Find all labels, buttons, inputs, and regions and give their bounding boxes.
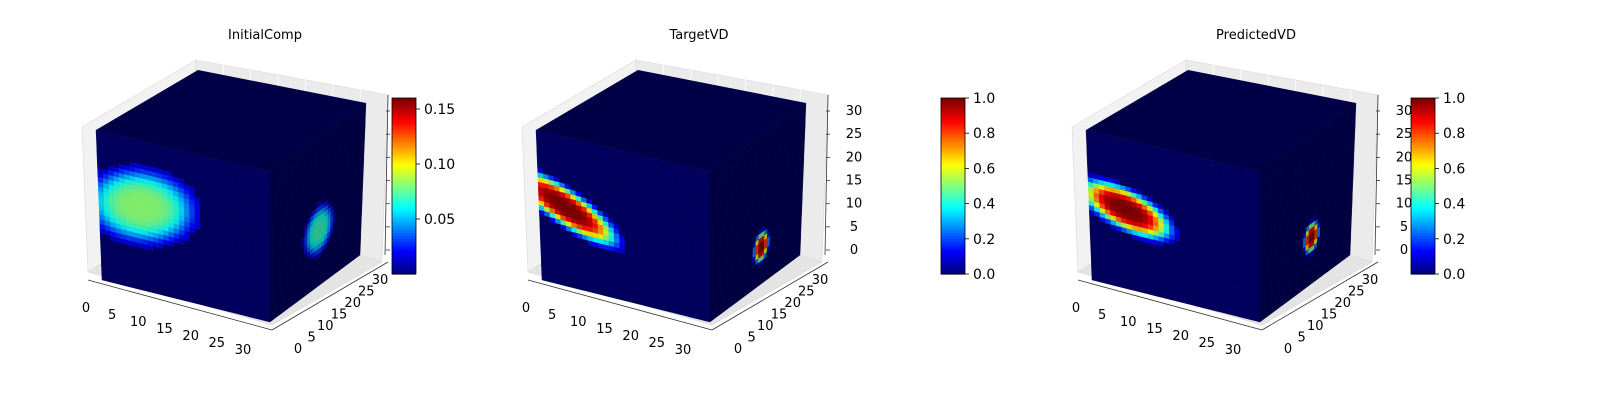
y-tick-label: 5 [748,331,756,346]
colorbar-tick-label: 0.0 [1443,267,1465,283]
y-tick-label: 20 [784,296,801,311]
x-tick-label: 25 [649,336,666,351]
z-tick-label: 5 [1400,220,1408,235]
x-tick-label: 30 [235,343,252,358]
y-tick-label: 25 [358,285,375,300]
y-tick-label: 15 [771,308,788,323]
colorbar-tick-label: 0.6 [973,161,995,177]
cube-front-face [535,129,711,323]
z-tick-label: 20 [1396,150,1413,165]
cube-right-face [1259,102,1357,323]
z-tick-label: 25 [846,127,863,142]
y-tick-label: 0 [734,342,742,357]
y-tick-label: 5 [1298,331,1306,346]
y-tick-label: 20 [344,296,361,311]
z-tick-label: 30 [846,104,863,119]
colorbar-tick-label: 1.0 [973,91,995,107]
x-tick-label: 0 [522,301,530,316]
y-tick-label: 25 [1348,285,1365,300]
cube-top-face [96,70,366,172]
subplot-title: PredictedVD [1216,28,1296,43]
y-tick-label: 10 [1307,319,1324,334]
z-tick-label: 10 [846,197,863,212]
x-tick-label: 10 [570,315,587,330]
z-tick-label: 0 [1400,243,1408,258]
y-tick-label: 30 [812,273,829,288]
y-tick-label: 30 [1362,273,1379,288]
x-tick-label: 5 [548,308,556,323]
x-tick-label: 15 [156,322,173,337]
x-tick-label: 5 [108,308,116,323]
cube-top-face [1086,70,1356,172]
colorbar-tick-label: 0.4 [973,197,995,213]
colorbar-tick-label: 0.05 [424,212,455,228]
z-tick-label: 15 [846,174,863,189]
colorbar-tick-label: 1.0 [1443,91,1465,107]
x-tick-label: 15 [596,322,613,337]
x-tick-label: 10 [1120,315,1137,330]
colorbar-tick-label: 0.15 [424,102,455,118]
colorbar-tick-label: 0.4 [1443,197,1465,213]
x-tick-label: 30 [1225,343,1242,358]
cube-right-face [709,102,807,323]
y-tick-label: 0 [1284,342,1292,357]
colorbar-tick-label: 0.10 [424,157,455,173]
y-tick-label: 15 [1321,308,1338,323]
z-tick-label: 30 [1396,104,1413,119]
y-tick-label: 25 [798,285,815,300]
colorbar-tick-label: 0.8 [1443,126,1465,142]
y-tick-label: 5 [308,331,316,346]
x-tick-label: 20 [1172,329,1189,344]
colorbar-tick-label: 0.6 [1443,161,1465,177]
x-tick-label: 25 [1199,336,1216,351]
x-tick-label: 15 [1146,322,1163,337]
y-tick-label: 30 [372,273,389,288]
z-tick-label: 25 [1396,127,1413,142]
colorbar: 0.0 0.2 0.4 0.6 0.8 1.0 [1410,91,1465,283]
z-tick-label: 0 [850,243,858,258]
x-tick-label: 0 [1072,301,1080,316]
y-tick-label: 15 [331,308,348,323]
z-tick-label: 20 [846,150,863,165]
y-tick-label: 10 [757,319,774,334]
cube-right-face [269,102,367,323]
axes [527,94,829,331]
z-tick-label: 10 [1396,197,1413,212]
colorbar-tick-label: 0.8 [973,126,995,142]
colorbar: 0.0 0.2 0.4 0.6 0.8 1.0 [940,91,995,283]
y-tick-label: 20 [1334,296,1351,311]
x-tick-label: 25 [209,336,226,351]
colorbar: 0.05 0.10 0.15 [391,97,455,275]
y-tick-label: 0 [294,342,302,357]
y-tick-label: 10 [317,319,334,334]
z-tick-label: 5 [850,220,858,235]
x-tick-label: 20 [182,329,199,344]
cube-top-face [536,70,806,172]
cube-front-face [1085,129,1261,323]
colorbar-tick-label: 0.0 [973,267,995,283]
colorbar-tick-label: 0.2 [973,232,995,248]
x-tick-label: 10 [130,315,147,330]
x-tick-label: 20 [622,329,639,344]
axes [1077,94,1379,331]
subplot-title: InitialComp [228,28,302,43]
x-tick-label: 30 [675,343,692,358]
x-tick-label: 5 [1098,308,1106,323]
z-tick-label: 15 [1396,174,1413,189]
subplot-title: TargetVD [668,28,728,43]
axes [87,94,389,331]
cube-front-face [95,129,271,323]
colorbar-tick-label: 0.2 [1443,232,1465,248]
x-tick-label: 0 [82,301,90,316]
